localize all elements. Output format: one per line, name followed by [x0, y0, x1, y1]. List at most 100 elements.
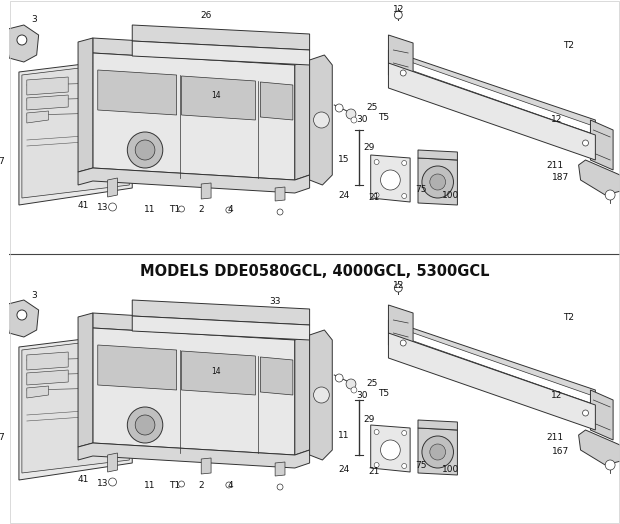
Text: 29: 29	[363, 144, 374, 152]
Circle shape	[346, 379, 356, 389]
Text: 2: 2	[198, 205, 204, 214]
Polygon shape	[78, 443, 309, 468]
Circle shape	[314, 112, 329, 128]
Polygon shape	[202, 458, 211, 474]
Text: 29: 29	[363, 416, 374, 424]
Polygon shape	[396, 57, 590, 133]
Text: 12: 12	[392, 280, 404, 289]
Polygon shape	[78, 38, 93, 172]
Circle shape	[0, 160, 7, 176]
Text: 7: 7	[0, 432, 4, 442]
Text: 3: 3	[31, 290, 37, 300]
Text: 3: 3	[31, 16, 37, 25]
Circle shape	[605, 190, 615, 200]
Polygon shape	[19, 58, 132, 205]
FancyBboxPatch shape	[9, 275, 620, 524]
Circle shape	[374, 159, 379, 165]
Text: 15: 15	[339, 156, 350, 165]
Text: 100: 100	[442, 191, 459, 200]
Text: T1: T1	[169, 481, 180, 489]
Circle shape	[583, 410, 588, 416]
Polygon shape	[132, 300, 309, 325]
Text: 12: 12	[392, 5, 404, 15]
Circle shape	[127, 407, 163, 443]
Polygon shape	[27, 111, 48, 123]
Circle shape	[402, 431, 407, 435]
Circle shape	[422, 436, 453, 468]
Text: 167: 167	[552, 446, 570, 455]
Circle shape	[402, 160, 407, 166]
Polygon shape	[4, 300, 38, 337]
Polygon shape	[418, 420, 458, 430]
Circle shape	[17, 310, 27, 320]
Polygon shape	[108, 453, 117, 472]
Text: 75: 75	[415, 185, 427, 194]
Text: 24: 24	[339, 191, 350, 201]
Text: 41: 41	[78, 475, 89, 485]
Text: T2: T2	[563, 40, 574, 49]
Text: 21: 21	[368, 467, 379, 476]
Polygon shape	[93, 313, 295, 340]
Circle shape	[374, 430, 379, 434]
Polygon shape	[22, 62, 130, 198]
Circle shape	[0, 435, 7, 451]
Polygon shape	[93, 53, 295, 180]
Text: 11: 11	[339, 431, 350, 440]
Circle shape	[381, 440, 401, 460]
Polygon shape	[275, 187, 285, 201]
Polygon shape	[389, 63, 595, 160]
Polygon shape	[371, 425, 410, 472]
Text: T2: T2	[563, 313, 574, 322]
Circle shape	[226, 482, 232, 488]
Text: 11: 11	[144, 205, 156, 214]
Circle shape	[0, 164, 3, 172]
Circle shape	[402, 193, 407, 199]
Text: T5: T5	[378, 114, 389, 123]
Circle shape	[422, 166, 453, 198]
Text: 75: 75	[415, 461, 427, 470]
Text: 21: 21	[368, 193, 379, 202]
Polygon shape	[295, 60, 309, 180]
Polygon shape	[132, 25, 309, 50]
Circle shape	[402, 464, 407, 468]
Circle shape	[277, 209, 283, 215]
Circle shape	[335, 374, 343, 382]
Polygon shape	[27, 352, 68, 370]
Text: 25: 25	[366, 378, 378, 388]
Circle shape	[394, 11, 402, 19]
Text: 12: 12	[551, 390, 562, 399]
Circle shape	[430, 174, 446, 190]
Circle shape	[394, 284, 402, 292]
Polygon shape	[389, 35, 413, 80]
Text: 14: 14	[211, 366, 221, 376]
Polygon shape	[27, 386, 48, 398]
Text: 4: 4	[228, 481, 234, 489]
Circle shape	[374, 192, 379, 198]
Circle shape	[583, 140, 588, 146]
Text: 41: 41	[78, 201, 89, 210]
Text: 30: 30	[356, 115, 368, 125]
Polygon shape	[389, 50, 595, 135]
Polygon shape	[260, 357, 293, 395]
Text: 7: 7	[0, 158, 4, 167]
Circle shape	[374, 463, 379, 467]
Circle shape	[17, 35, 27, 45]
Polygon shape	[590, 390, 613, 440]
Polygon shape	[275, 462, 285, 476]
Polygon shape	[108, 178, 117, 197]
Circle shape	[351, 387, 357, 393]
Circle shape	[179, 206, 185, 212]
Text: 33: 33	[269, 298, 281, 307]
Polygon shape	[78, 313, 93, 447]
Text: 211: 211	[546, 160, 564, 169]
Circle shape	[401, 70, 406, 76]
Circle shape	[135, 140, 155, 160]
Polygon shape	[98, 345, 177, 390]
Circle shape	[605, 460, 615, 470]
Polygon shape	[132, 41, 309, 65]
Polygon shape	[260, 82, 293, 120]
Polygon shape	[418, 428, 458, 475]
Polygon shape	[78, 168, 309, 193]
Text: 30: 30	[356, 390, 368, 399]
Polygon shape	[371, 155, 410, 202]
